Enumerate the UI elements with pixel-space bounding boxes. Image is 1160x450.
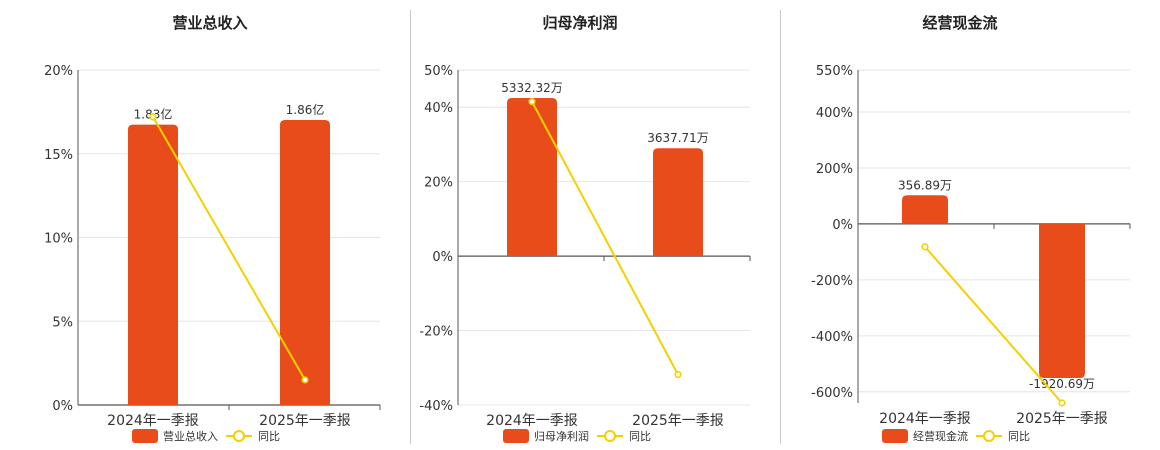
chart-1-category-label: 2025年一季报 [259,413,351,429]
chart-1-yoy-point [301,376,309,384]
chart-1-y-tick-label: 0% [52,399,73,414]
chart-3-yoy-point [1058,399,1066,407]
chart-2-legend-bar-label: 归母净利润 [534,429,589,443]
chart-1-y-tick-label: 20% [44,64,73,79]
chart-3-yoy-line [924,246,1063,404]
chart-2-yoy-point [528,98,536,106]
chart-3-legend-line-marker [983,430,995,442]
chart-2-bar-label: 5332.32万 [501,81,563,95]
chart-2-title: 归母净利润 [542,14,617,32]
chart-3-bar-label: 356.89万 [898,178,952,192]
chart-3-y-tick-label: -400% [811,330,853,345]
chart-1-bar [128,124,178,405]
chart-2-legend-line-label: 同比 [629,430,651,443]
chart-3-y-tick-label: 400% [816,106,853,121]
chart-3-legend-line-label: 同比 [1008,430,1030,443]
chart-2-bar [653,148,703,257]
chart-3-y-tick-label: 550% [816,64,853,79]
chart-1-legend-line-label: 同比 [258,430,280,443]
chart-1-y-tick-label: 5% [52,315,73,330]
chart-2-category-label: 2024年一季报 [486,413,578,429]
chart-3-legend-bar-label: 经营现金流 [913,429,968,443]
chart-3-yoy-point [921,243,929,251]
chart-2-bar [507,98,557,257]
divider-1 [410,10,411,444]
chart-2-yoy-point [674,370,682,379]
chart-1-bar [280,120,330,405]
chart-2-y-tick-label: 0% [432,250,453,265]
chart-1-legend-bar-swatch [132,429,158,443]
chart-2-yoy-line [531,101,679,375]
chart-3-y-tick-label: 200% [816,162,853,177]
chart-2-bar-label: 3637.71万 [647,131,709,145]
chart-1-y-tick-label: 10% [44,232,73,247]
chart-2-legend-line-marker [604,430,616,442]
chart-3-legend-bar-swatch [882,429,908,443]
chart-3-y-tick-label: -200% [811,274,853,289]
chart-1-yoy-line [152,116,306,381]
chart-1-legend-line-marker [233,430,245,442]
chart-2-y-tick-label: -20% [419,325,453,340]
chart-3-bar-label: -1920.69万 [1029,377,1095,391]
chart-1-legend-bar-label: 营业总收入 [163,429,218,443]
chart-3-bar [902,195,948,224]
chart-2-y-tick-label: 50% [424,64,453,79]
chart-3-y-tick-label: 0% [832,218,853,233]
chart-2-y-tick-label: 40% [424,101,453,116]
chart-3-bar [1039,223,1085,378]
chart-3-category-label: 2024年一季报 [879,411,971,427]
chart-1-category-label: 2024年一季报 [107,413,199,429]
chart-1-y-tick-label: 15% [44,148,73,163]
chart-1-yoy-point [149,113,157,121]
divider-2 [780,10,781,444]
chart-2-category-label: 2025年一季报 [632,413,724,429]
chart-3-y-tick-label: -600% [811,386,853,401]
chart-1-title: 营业总收入 [172,14,247,32]
chart-1-bar-label: 1.86亿 [286,102,325,117]
chart-2-legend-bar-swatch [503,429,529,443]
chart-2-y-tick-label: -40% [419,399,453,414]
chart-3-category-label: 2025年一季报 [1016,411,1108,427]
chart-3-title: 经营现金流 [922,14,997,32]
chart-2-y-tick-label: 20% [424,176,453,191]
